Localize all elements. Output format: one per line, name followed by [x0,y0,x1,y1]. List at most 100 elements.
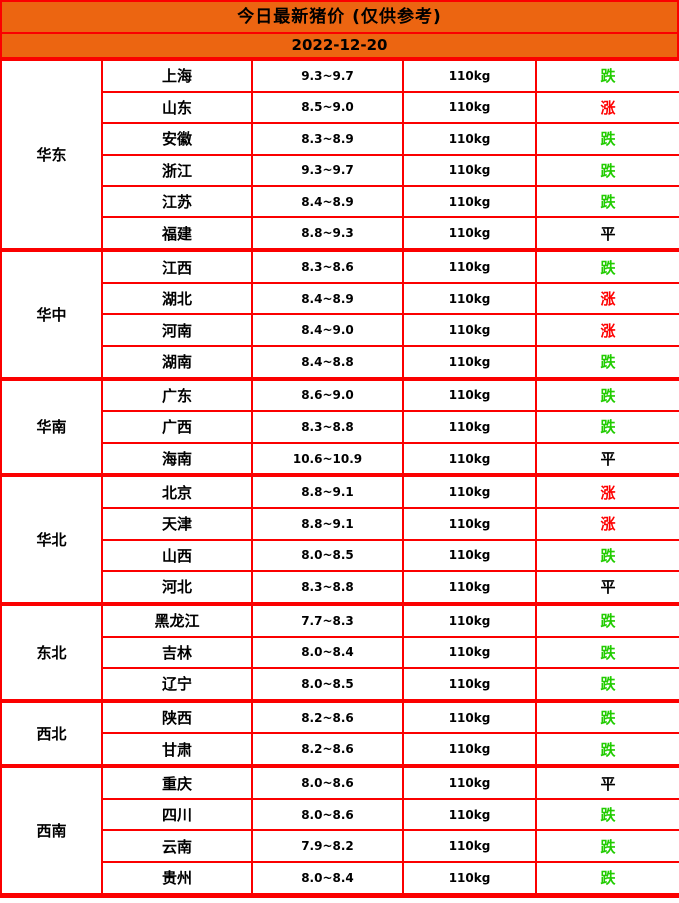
table-row: 辽宁 8.0~8.5 110kg 跌 [1,666,679,702]
trend-cell: 平 [535,441,679,477]
trend-cell: 跌 [535,635,679,669]
weight-cell: 110kg [402,798,537,832]
price-cell: 7.9~8.2 [251,829,404,863]
table-row: 山东 8.5~9.0 110kg 涨 [1,90,679,125]
weight-cell: 110kg [402,601,537,638]
trend-cell: 跌 [535,601,679,638]
price-table: 华东 上海 9.3~9.7 110kg 跌山东 8.5~9.0 110kg 涨安徽 8.3~8.… [0,56,679,898]
price-cell: 8.3~8.6 [251,248,404,284]
trend-cell: 跌 [535,698,679,735]
weight-cell: 110kg [402,666,537,702]
trend-cell: 跌 [535,184,679,219]
price-cell: 8.0~8.6 [251,798,404,832]
table-row: 贵州 8.0~8.4 110kg 跌 [1,860,679,897]
table-row: 河北 8.3~8.8 110kg 平 [1,570,679,605]
trend-cell: 跌 [535,376,679,413]
table-row: 安徽 8.3~8.9 110kg 跌 [1,122,679,156]
trend-cell: 跌 [535,122,679,156]
price-cell: 8.2~8.6 [251,698,404,735]
weight-cell: 110kg [402,184,537,219]
trend-cell: 跌 [535,538,679,573]
trend-cell: 跌 [535,248,679,284]
weight-cell: 110kg [402,410,537,444]
trend-cell: 跌 [535,732,679,768]
province-cell: 吉林 [101,635,253,669]
weight-cell: 110kg [402,122,537,156]
price-cell: 8.3~8.8 [251,410,404,444]
table-row: 海南 10.6~10.9 110kg 平 [1,441,679,477]
trend-cell: 跌 [535,344,679,380]
table-row: 甘肃 8.2~8.6 110kg 跌 [1,732,679,768]
region-cell: 华东 [0,56,103,252]
table-row: 湖北 8.4~8.9 110kg 涨 [1,281,679,316]
weight-cell: 110kg [402,344,537,380]
table-row: 天津 8.8~9.1 110kg 涨 [1,507,679,541]
weight-cell: 110kg [402,829,537,863]
province-cell: 江苏 [101,184,253,219]
province-cell: 北京 [101,473,253,510]
weight-cell: 110kg [402,313,537,347]
table-row: 华中 江西 8.3~8.6 110kg 跌 [0,248,679,380]
province-cell: 广西 [101,410,253,444]
weight-cell: 110kg [402,153,537,187]
region-cell: 西南 [0,764,103,897]
date-label: 2022-12-20 [0,32,679,57]
weight-cell: 110kg [402,441,537,477]
price-cell: 7.7~8.3 [251,601,404,638]
price-cell: 8.0~8.5 [251,666,404,702]
province-cell: 河北 [101,570,253,605]
weight-cell: 110kg [402,376,537,413]
price-cell: 8.3~8.8 [251,570,404,605]
table-row: 河南 8.4~9.0 110kg 涨 [1,313,679,347]
province-cell: 福建 [101,216,253,252]
province-cell: 陕西 [101,698,253,735]
table-row: 华南 广东 8.6~9.0 110kg 跌 [0,376,679,477]
province-cell: 广东 [101,376,253,413]
table-row: 湖南 8.4~8.8 110kg 跌 [1,344,679,380]
table-row: 西北 陕西 8.2~8.6 110kg 跌 [0,698,679,768]
trend-cell: 跌 [535,410,679,444]
trend-cell: 涨 [535,313,679,347]
price-cell: 8.4~8.9 [251,281,404,316]
price-cell: 8.4~8.9 [251,184,404,219]
province-cell: 四川 [101,798,253,832]
trend-cell: 跌 [535,829,679,863]
table-row: 华北 北京 8.8~9.1 110kg 涨 [0,473,679,605]
price-cell: 8.0~8.5 [251,538,404,573]
trend-cell: 跌 [535,57,679,93]
price-cell: 9.3~9.7 [251,153,404,187]
trend-cell: 涨 [535,90,679,125]
trend-cell: 涨 [535,507,679,541]
region-cell: 华北 [0,473,103,605]
trend-cell: 跌 [535,666,679,702]
region-cell: 西北 [0,698,103,768]
province-cell: 湖南 [101,344,253,380]
table-row: 四川 8.0~8.6 110kg 跌 [1,798,679,832]
table-row: 西南 重庆 8.0~8.6 110kg 平 [0,764,679,897]
province-cell: 浙江 [101,153,253,187]
province-cell: 天津 [101,507,253,541]
weight-cell: 110kg [402,90,537,125]
price-cell: 8.8~9.3 [251,216,404,252]
province-cell: 重庆 [101,764,253,801]
table-row: 东北 黑龙江 7.7~8.3 110kg 跌 [0,601,679,702]
province-cell: 贵州 [101,860,253,897]
price-cell: 8.3~8.9 [251,122,404,156]
weight-cell: 110kg [402,570,537,605]
province-cell: 云南 [101,829,253,863]
trend-cell: 跌 [535,860,679,897]
province-cell: 上海 [101,57,253,93]
weight-cell: 110kg [402,473,537,510]
price-cell: 8.6~9.0 [251,376,404,413]
price-cell: 8.2~8.6 [251,732,404,768]
weight-cell: 110kg [402,764,537,801]
region-cell: 华南 [0,376,103,477]
weight-cell: 110kg [402,860,537,897]
table-row: 华东 上海 9.3~9.7 110kg 跌 [0,56,679,252]
province-cell: 辽宁 [101,666,253,702]
province-cell: 河南 [101,313,253,347]
table-row: 广西 8.3~8.8 110kg 跌 [1,410,679,444]
trend-cell: 平 [535,764,679,801]
price-cell: 8.0~8.6 [251,764,404,801]
trend-cell: 涨 [535,281,679,316]
